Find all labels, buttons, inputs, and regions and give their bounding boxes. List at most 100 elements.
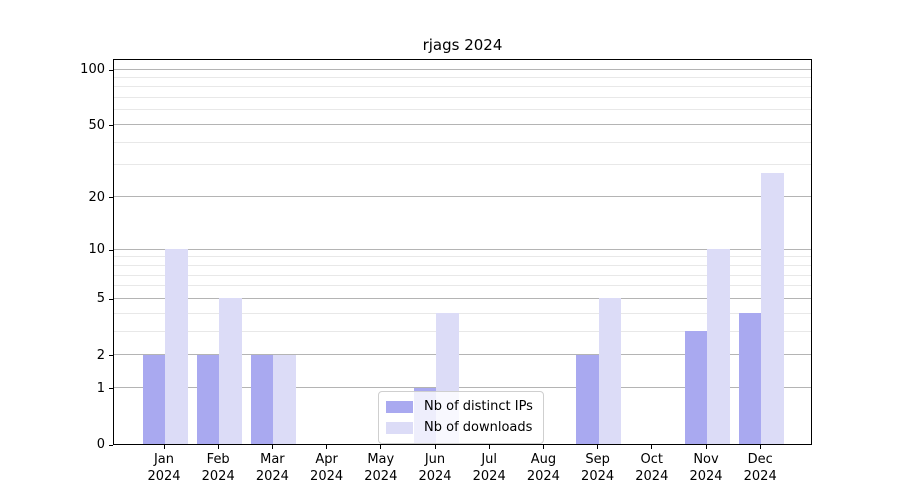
- month-label: Sep: [585, 452, 610, 467]
- y-axis-tick: [109, 125, 113, 127]
- month-label: Jul: [481, 452, 498, 467]
- bar-distinct-ips: [576, 354, 599, 444]
- y-axis-tick: [109, 355, 113, 357]
- bar-distinct-ips: [250, 354, 274, 444]
- year-label: 2024: [201, 469, 235, 484]
- year-label: 2024: [581, 469, 615, 484]
- year-label: 2024: [418, 469, 452, 484]
- x-axis-tick-label: Apr 2024: [296, 451, 358, 485]
- y-axis-tick-label: 10: [88, 242, 105, 258]
- y-axis-tick: [109, 388, 113, 390]
- month-label: Mar: [260, 452, 285, 467]
- legend-label-distinct-ips: Nb of distinct IPs: [424, 399, 533, 414]
- month-label: Feb: [206, 452, 230, 467]
- legend-swatch-distinct-ips: [386, 401, 413, 413]
- x-axis-tick-label: Jun 2024: [404, 451, 466, 485]
- y-axis-tick: [109, 444, 113, 446]
- bar-downloads: [761, 173, 784, 444]
- gridline-minor: [114, 141, 811, 143]
- x-axis-tick-label: Jan 2024: [133, 451, 195, 485]
- gridline-major: [114, 68, 811, 70]
- gridline-minor: [114, 97, 811, 99]
- bar-distinct-ips: [142, 354, 165, 444]
- gridline-major: [114, 248, 811, 250]
- legend-swatch-downloads: [386, 422, 413, 434]
- y-axis-tick: [109, 249, 113, 251]
- gridline-minor: [114, 109, 811, 111]
- year-label: 2024: [635, 469, 669, 484]
- month-label: Oct: [640, 452, 664, 467]
- x-axis-tick-label: Mar 2024: [241, 451, 303, 485]
- y-axis-tick-label: 100: [80, 62, 105, 77]
- y-axis-tick-label: 50: [88, 117, 105, 133]
- y-axis-tick: [109, 298, 113, 300]
- gridline-major: [114, 196, 811, 198]
- x-axis-tick: [271, 445, 273, 449]
- y-axis-tick: [109, 197, 113, 199]
- bar-downloads: [219, 298, 242, 444]
- gridline-major: [114, 354, 811, 356]
- bar-downloads: [273, 354, 296, 444]
- year-label: 2024: [310, 469, 344, 484]
- x-axis-tick-label: May 2024: [350, 451, 412, 485]
- x-axis-tick-label: Dec 2024: [729, 451, 791, 485]
- y-axis-tick-label: 2: [96, 347, 105, 363]
- gridline-minor: [114, 330, 811, 332]
- gridline-major: [114, 387, 811, 389]
- legend-entry-distinct-ips: Nb of distinct IPs: [386, 400, 533, 414]
- year-label: 2024: [255, 469, 289, 484]
- gridline-minor: [114, 285, 811, 287]
- x-axis-tick: [380, 445, 382, 449]
- year-label: 2024: [472, 469, 506, 484]
- y-axis-tick-label: 20: [88, 189, 105, 205]
- bar-distinct-ips: [738, 313, 762, 444]
- month-label: Nov: [693, 452, 719, 467]
- x-axis-tick-label: Sep 2024: [567, 451, 629, 485]
- gridline-minor: [114, 76, 811, 78]
- x-axis-tick: [705, 445, 707, 449]
- year-label: 2024: [147, 469, 181, 484]
- y-axis-tick-label: 5: [96, 291, 105, 307]
- x-axis-tick-label: Feb 2024: [187, 451, 249, 485]
- x-axis-tick-label: Oct 2024: [621, 451, 683, 485]
- bar-downloads: [598, 298, 622, 444]
- gridline-minor: [114, 312, 811, 314]
- month-label: Jun: [424, 452, 446, 467]
- x-axis-tick-label: Nov 2024: [675, 451, 737, 485]
- plot-area: [113, 59, 812, 445]
- gridline-major: [114, 297, 811, 299]
- month-label: Apr: [315, 452, 338, 467]
- gridline-minor: [114, 264, 811, 266]
- year-label: 2024: [689, 469, 723, 484]
- x-axis-tick: [434, 445, 436, 449]
- bar-distinct-ips: [196, 354, 220, 444]
- month-label: Jan: [153, 452, 175, 467]
- bar-downloads: [165, 249, 188, 444]
- y-axis-tick-label: 0: [96, 437, 105, 452]
- month-label: May: [367, 452, 395, 467]
- legend-entry-downloads: Nb of downloads: [386, 421, 533, 435]
- y-axis-tick-label: 1: [96, 380, 105, 396]
- gridline-minor: [114, 274, 811, 276]
- legend: Nb of distinct IPs Nb of downloads: [378, 391, 544, 444]
- x-axis-tick: [326, 445, 328, 449]
- x-axis-tick-label: Aug 2024: [512, 451, 574, 485]
- year-label: 2024: [526, 469, 560, 484]
- month-label: Aug: [530, 452, 557, 467]
- x-axis-tick: [759, 445, 761, 449]
- bar-distinct-ips: [684, 331, 707, 444]
- month-label: Dec: [747, 452, 773, 467]
- x-axis-tick: [542, 445, 544, 449]
- gridline-minor: [114, 256, 811, 258]
- x-axis-tick: [597, 445, 599, 449]
- gridline-minor: [114, 164, 811, 166]
- x-axis-tick: [488, 445, 490, 449]
- x-axis-tick: [651, 445, 653, 449]
- x-axis-tick: [163, 445, 165, 449]
- y-axis-tick: [109, 69, 113, 71]
- gridline-minor: [114, 86, 811, 88]
- x-axis-tick: [217, 445, 219, 449]
- year-label: 2024: [364, 469, 398, 484]
- year-label: 2024: [743, 469, 777, 484]
